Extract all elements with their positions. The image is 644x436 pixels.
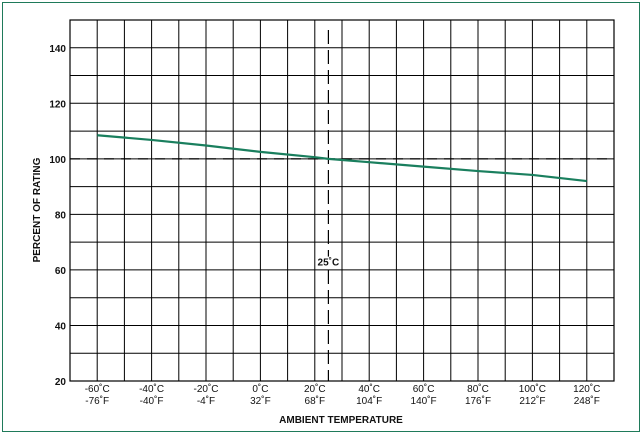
x-tick-label-celsius: 80˚C — [467, 383, 489, 395]
y-axis-title: PERCENT OF RATING — [32, 157, 43, 262]
y-tick-label: 80 — [55, 210, 67, 221]
annotation-25c: 25˚C — [318, 257, 340, 269]
x-tick-label-fahrenheit: 104˚F — [356, 395, 382, 407]
annotations: 25˚C — [317, 256, 340, 269]
x-tick-label-fahrenheit: 140˚F — [411, 395, 437, 407]
series-group — [97, 134, 587, 183]
x-tick-label-celsius: 20˚C — [304, 383, 326, 395]
y-tick-label: 100 — [49, 155, 66, 166]
x-tick-label-celsius: 0˚C — [252, 383, 268, 395]
x-tick-label-celsius: 60˚C — [413, 383, 435, 395]
x-tick-label-fahrenheit: 248˚F — [574, 395, 600, 407]
x-tick-labels: -60˚C-76˚F -40˚C-40˚F -20˚C-4˚F 0˚C32˚F 20˚C… — [85, 383, 601, 407]
chart-frame — [2, 2, 640, 432]
x-tick-label-celsius: -60˚C — [85, 383, 110, 395]
x-tick-label-celsius: 100˚C — [519, 383, 546, 395]
x-tick-label-fahrenheit: 212˚F — [519, 395, 545, 407]
y-tick-label: 60 — [55, 266, 67, 277]
x-tick-label-fahrenheit: -4˚F — [197, 395, 215, 407]
y-tick-labels: 20 40 60 80 100 120 140 — [49, 44, 66, 388]
x-tick-label-celsius: -20˚C — [193, 383, 218, 395]
x-tick-label-celsius: 120˚C — [573, 383, 600, 395]
y-tick-label: 20 — [55, 377, 67, 388]
x-tick-label-fahrenheit: 176˚F — [465, 395, 491, 407]
reference-lines — [70, 30, 614, 381]
x-axis-title: AMBIENT TEMPERATURE — [279, 415, 403, 426]
x-tick-label-fahrenheit: -76˚F — [85, 395, 109, 407]
y-tick-label: 40 — [55, 321, 67, 332]
x-tick-label-fahrenheit: 32˚F — [250, 395, 271, 407]
grid-lines — [69, 19, 615, 382]
x-tick-label-fahrenheit: -40˚F — [140, 395, 164, 407]
y-tick-label: 120 — [49, 99, 66, 110]
x-tick-label-fahrenheit: 68˚F — [305, 395, 326, 407]
x-tick-label-celsius: 40˚C — [358, 383, 380, 395]
x-tick-label-celsius: -40˚C — [139, 383, 164, 395]
annotation-25c-bg — [317, 256, 340, 269]
y-tick-label: 140 — [49, 44, 66, 55]
